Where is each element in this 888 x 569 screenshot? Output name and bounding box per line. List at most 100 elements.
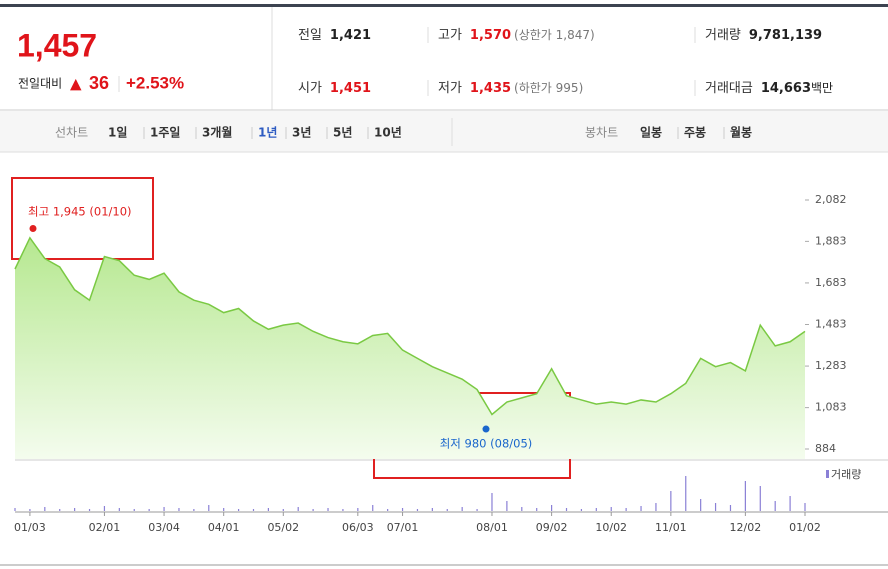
tab[interactable]: 일봉 xyxy=(640,126,662,140)
legend-entry: 거래량 xyxy=(831,468,861,481)
stat-part: 1,421 xyxy=(330,28,371,43)
stat-part: 고가 xyxy=(438,28,462,43)
volume-bar xyxy=(476,509,478,511)
extreme-marker xyxy=(482,425,490,433)
stat-part: (하한가 995) xyxy=(514,81,583,95)
y-tick-label: 1,483 xyxy=(815,318,847,331)
volume-bar xyxy=(133,509,135,511)
volume-bar xyxy=(759,486,761,511)
stat-part: 1,435 xyxy=(470,81,511,96)
x-tick-label: 04/01 xyxy=(208,521,240,534)
tab[interactable]: 월봉 xyxy=(730,125,752,140)
volume-bar xyxy=(193,509,195,511)
volume-bar xyxy=(342,509,344,511)
stat-part: 백만 xyxy=(811,81,833,95)
volume-bar xyxy=(580,509,583,511)
volume-bar xyxy=(685,476,687,511)
volume-bar xyxy=(461,507,463,511)
volume-bar xyxy=(44,507,46,511)
volume-bar xyxy=(700,499,702,511)
tab[interactable]: 1일 xyxy=(108,126,127,140)
tab[interactable]: 1년 xyxy=(258,126,277,140)
volume-bar xyxy=(372,505,374,511)
x-tick-label: 01/02 xyxy=(789,521,821,534)
tab-bar xyxy=(0,111,888,152)
y-tick-label: 884 xyxy=(815,442,836,455)
y-tick-label: 1,883 xyxy=(815,234,847,247)
tab[interactable]: 10년 xyxy=(374,126,402,140)
stat-part: 전일 xyxy=(298,28,322,43)
price-line xyxy=(14,236,806,416)
volume-bar xyxy=(491,493,493,511)
y-tick-label: 2,082 xyxy=(815,193,847,206)
volume-bar xyxy=(625,508,627,511)
volume-bar xyxy=(387,509,389,511)
y-tick-label: 1,283 xyxy=(815,359,847,372)
tab[interactable]: 3개월 xyxy=(202,125,232,140)
price: 1,457 xyxy=(17,27,97,63)
stat-part: 거래대금 xyxy=(705,81,753,96)
stat: 저가 1,435 (하한가 995) xyxy=(438,81,583,96)
stat: 시가 1,451 xyxy=(298,81,371,96)
volume-bar xyxy=(282,509,284,511)
volume-bar xyxy=(297,507,299,511)
stat-part: (상한가 1,847) xyxy=(514,28,595,42)
volume-bar xyxy=(59,509,61,511)
volume-bar xyxy=(640,506,642,511)
y-tick-label: 1,683 xyxy=(815,276,847,289)
volume-bar xyxy=(536,508,538,511)
volume-bar xyxy=(401,508,404,511)
volume-bar xyxy=(506,501,508,511)
volume-bar xyxy=(789,496,791,511)
stat-part: 거래량 xyxy=(705,28,741,43)
annotation: 최저 980 (08/05) xyxy=(440,437,533,451)
legend-swatch xyxy=(826,470,829,478)
volume-bar xyxy=(14,508,16,511)
volume-bar xyxy=(804,503,806,511)
price-area xyxy=(15,237,805,459)
tab-label: 선차트 xyxy=(55,126,88,140)
volume-bar xyxy=(610,507,612,511)
tab[interactable]: 주봉 xyxy=(684,126,706,140)
stat-part: 1,570 xyxy=(470,28,511,43)
x-tick-label: 03/04 xyxy=(148,521,180,534)
tab-label: 봉차트 xyxy=(585,126,618,140)
x-tick-label: 11/01 xyxy=(655,521,687,534)
change-pct: +2.53% xyxy=(126,73,184,92)
x-tick-label: 12/02 xyxy=(730,521,762,534)
stat-part: 9,781,139 xyxy=(749,28,822,43)
volume-bar xyxy=(446,509,448,511)
tab[interactable]: 1주일 xyxy=(150,126,180,140)
x-tick-label: 01/03 xyxy=(14,521,46,534)
y-tick-label: 1,083 xyxy=(815,401,847,414)
volume-bar xyxy=(103,506,106,511)
volume-bar xyxy=(670,491,672,511)
volume-bar xyxy=(416,509,419,511)
volume-bar xyxy=(29,509,31,511)
change-arrow: ▲ xyxy=(70,75,82,93)
volume-bar xyxy=(118,508,120,511)
stat-part: 저가 xyxy=(438,81,462,96)
volume-bar xyxy=(565,508,568,511)
volume-bar xyxy=(252,509,255,511)
tab[interactable]: 3년 xyxy=(292,126,311,140)
stat-part: 1,451 xyxy=(330,81,371,96)
x-tick-label: 07/01 xyxy=(387,521,419,534)
change-label: 전일대비 xyxy=(18,77,62,91)
stat: 거래대금 14,663백만 xyxy=(705,81,833,96)
x-tick-label: 09/02 xyxy=(536,521,568,534)
volume-bar xyxy=(357,508,359,511)
volume-bar xyxy=(208,505,210,511)
stat: 고가 1,570 (상한가 1,847) xyxy=(438,28,595,43)
extreme-marker xyxy=(29,224,37,232)
volume-bar xyxy=(327,508,329,511)
x-tick-label: 05/02 xyxy=(267,521,299,534)
stat-part: 14,663 xyxy=(761,81,811,96)
annotation: 최고 1,945 (01/10) xyxy=(28,205,132,219)
volume-bar xyxy=(729,505,732,511)
stat-part: 시가 xyxy=(298,81,322,96)
tab[interactable]: 5년 xyxy=(333,126,352,140)
volume-bar xyxy=(223,508,225,511)
x-tick-label: 10/02 xyxy=(595,521,627,534)
